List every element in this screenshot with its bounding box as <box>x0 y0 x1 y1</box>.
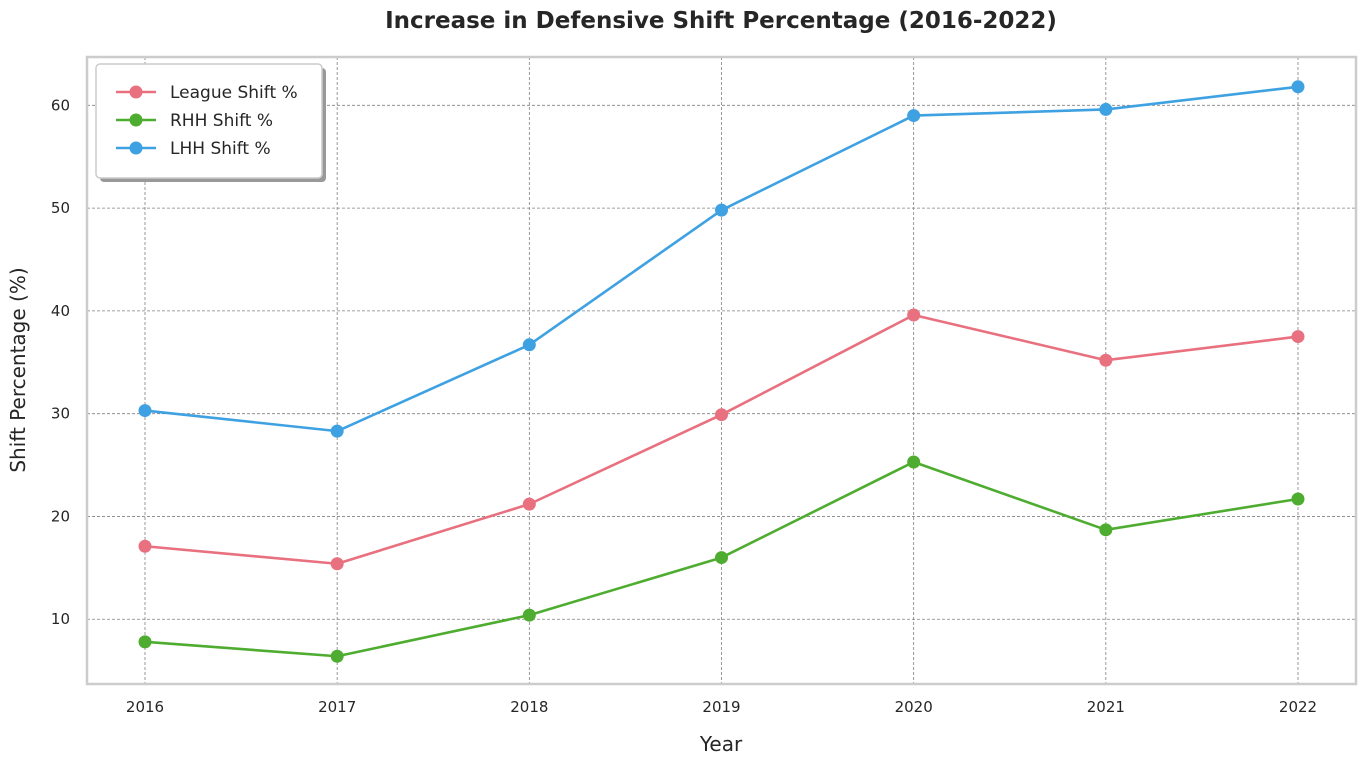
data-point <box>1291 492 1305 506</box>
legend-label: RHH Shift % <box>170 111 273 131</box>
series-2 <box>138 80 1305 438</box>
y-tick-label: 50 <box>51 199 70 217</box>
y-tick-label: 30 <box>51 405 70 423</box>
legend-item: LHH Shift % <box>116 139 271 159</box>
legend-marker <box>129 141 143 155</box>
x-tick-label: 2017 <box>318 698 356 716</box>
data-point <box>138 539 152 553</box>
data-point <box>138 404 152 418</box>
axis-ticks: 2016 2017 2018 2019 2020 2021 2022 10 20 30 40 50 60 <box>51 96 1317 716</box>
y-tick-label: 60 <box>51 96 70 114</box>
x-tick-label: 2021 <box>1087 698 1125 716</box>
data-point <box>907 455 921 469</box>
x-tick-label: 2019 <box>702 698 740 716</box>
data-point <box>330 424 344 438</box>
series-1 <box>138 455 1305 663</box>
data-point <box>907 308 921 322</box>
x-tick-label: 2018 <box>510 698 548 716</box>
legend-marker <box>129 113 143 127</box>
legend-label: League Shift % <box>170 83 298 103</box>
data-point <box>330 649 344 663</box>
data-point <box>907 109 921 123</box>
data-point <box>715 203 728 217</box>
plot-frame <box>85 55 1358 686</box>
x-tick-label: 2022 <box>1279 698 1317 716</box>
data-point <box>522 338 536 352</box>
chart-title: Increase in Defensive Shift Percentage (… <box>385 8 1057 34</box>
data-point <box>1099 523 1113 537</box>
data-point <box>138 635 152 649</box>
series-0 <box>138 308 1305 571</box>
legend-item: RHH Shift % <box>116 111 273 131</box>
legend: League Shift % RHH Shift % LHH Shift % <box>95 63 326 182</box>
x-tick-label: 2020 <box>895 698 933 716</box>
y-tick-label: 20 <box>51 507 70 525</box>
data-point <box>715 408 728 422</box>
y-tick-label: 40 <box>51 302 70 320</box>
series-layer <box>138 80 1305 663</box>
data-point <box>1099 102 1113 116</box>
y-tick-label: 10 <box>51 610 70 628</box>
x-axis-label: Year <box>699 732 743 756</box>
legend-item: League Shift % <box>116 83 298 103</box>
y-axis-label: Shift Percentage (%) <box>6 267 30 472</box>
data-point <box>330 557 344 571</box>
data-point <box>1291 330 1305 344</box>
legend-marker <box>129 85 143 99</box>
data-point <box>1291 80 1305 94</box>
x-tick-label: 2016 <box>126 698 164 716</box>
data-point <box>1099 353 1113 367</box>
legend-label: LHH Shift % <box>170 139 271 159</box>
data-point <box>522 608 536 622</box>
data-point <box>522 497 536 511</box>
data-point <box>715 551 728 565</box>
